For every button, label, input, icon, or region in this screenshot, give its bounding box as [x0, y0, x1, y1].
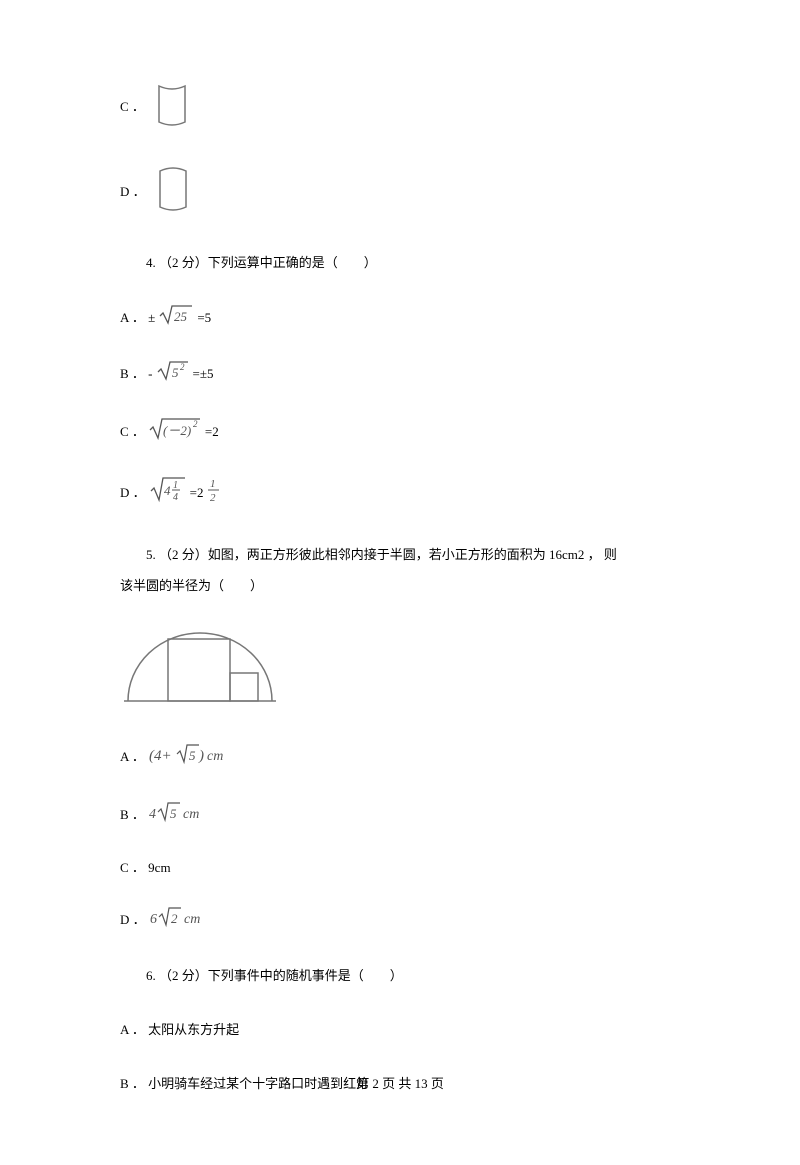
option-c-label: C ． — [120, 97, 145, 118]
q5-a-label: A ． — [120, 747, 145, 768]
svg-text:): ) — [198, 748, 204, 764]
shape-c-icon — [153, 80, 191, 135]
page-content: C ． D ． 4. （2 分）下列运算中正确的是（ ） A ． ± 25 =5… — [0, 0, 800, 1165]
svg-text:(4+: (4+ — [149, 748, 172, 764]
option-c: C ． — [120, 80, 680, 135]
q4-text: 4. （2 分）下列运算中正确的是（ ） — [120, 250, 680, 276]
svg-text:cm: cm — [207, 749, 223, 764]
q5-b-label: B ． — [120, 805, 145, 826]
svg-text:1: 1 — [173, 480, 178, 491]
q4-option-d: D ． 4 1 4 =2 1 2 — [120, 476, 680, 511]
svg-text:2: 2 — [193, 419, 198, 429]
q4-c-label: C ． — [120, 422, 145, 443]
expr-4sqrt5-cm-icon: 4 5 cm — [149, 801, 217, 830]
q4-d-tail: =2 — [190, 483, 204, 504]
svg-text:5: 5 — [170, 806, 177, 821]
svg-text:5: 5 — [189, 748, 196, 763]
q4-a-label: A ． ± — [120, 308, 155, 329]
q4-d-label: D ． — [120, 483, 146, 504]
q4-option-b: B ． - 5 2 =±5 — [120, 360, 680, 389]
expr-6sqrt2-cm-icon: 6 2 cm — [150, 906, 218, 935]
q4-option-a: A ． ± 25 =5 — [120, 304, 680, 333]
q6-option-a: A ． 太阳从东方升起 — [120, 1017, 680, 1043]
q4-option-c: C ． (－2) 2 =2 — [120, 417, 680, 448]
q5-option-b: B ． 4 5 cm — [120, 801, 680, 830]
q5-option-a: A ． (4+ 5 ) cm — [120, 742, 680, 773]
sqrt-4-1-4-icon: 4 1 4 — [150, 476, 186, 511]
frac-1-2-icon: 1 2 — [207, 477, 221, 510]
sqrt5sq-icon: 5 2 — [157, 360, 189, 389]
shape-d-icon — [154, 163, 192, 222]
q5-figure — [120, 629, 680, 714]
sqrt-neg2sq-icon: (－2) 2 — [149, 417, 201, 448]
q5-c-label: C ． 9cm — [120, 858, 171, 879]
q4-b-label: B ． - — [120, 364, 153, 385]
svg-text:cm: cm — [184, 912, 200, 927]
svg-text:2: 2 — [180, 362, 185, 372]
svg-text:25: 25 — [174, 309, 188, 324]
svg-text:(－2): (－2) — [163, 423, 191, 438]
q5-option-c: C ． 9cm — [120, 858, 680, 879]
svg-text:2: 2 — [171, 911, 178, 926]
svg-text:4: 4 — [164, 483, 171, 498]
option-d: D ． — [120, 163, 680, 222]
svg-text:6: 6 — [150, 912, 157, 927]
q6-text: 6. （2 分）下列事件中的随机事件是（ ） — [120, 963, 680, 989]
q4-c-tail: =2 — [205, 422, 219, 443]
svg-text:4: 4 — [149, 807, 156, 822]
sqrt25-icon: 25 — [159, 304, 193, 333]
q5-text2: 该半圆的半径为（ ） — [120, 578, 263, 593]
svg-text:1: 1 — [210, 478, 216, 490]
svg-text:cm: cm — [183, 807, 199, 822]
svg-text:2: 2 — [210, 492, 216, 503]
q5-text1: 5. （2 分）如图，两正方形彼此相邻内接于半圆，若小正方形的面积为 16cm2… — [146, 547, 617, 562]
q4-a-tail: =5 — [197, 308, 211, 329]
expr-4plus-sqrt5-cm-icon: (4+ 5 ) cm — [149, 742, 241, 773]
q5-text: 5. （2 分）如图，两正方形彼此相邻内接于半圆，若小正方形的面积为 16cm2… — [120, 539, 680, 601]
q5-d-label: D ． — [120, 910, 146, 931]
q4-b-tail: =±5 — [193, 364, 214, 385]
svg-text:4: 4 — [173, 492, 178, 503]
q5-option-d: D ． 6 2 cm — [120, 906, 680, 935]
option-d-label: D ． — [120, 182, 146, 203]
semicircle-squares-icon — [120, 629, 280, 714]
page-footer: 第 2 页 共 13 页 — [0, 1073, 800, 1092]
svg-text:5: 5 — [172, 365, 179, 380]
